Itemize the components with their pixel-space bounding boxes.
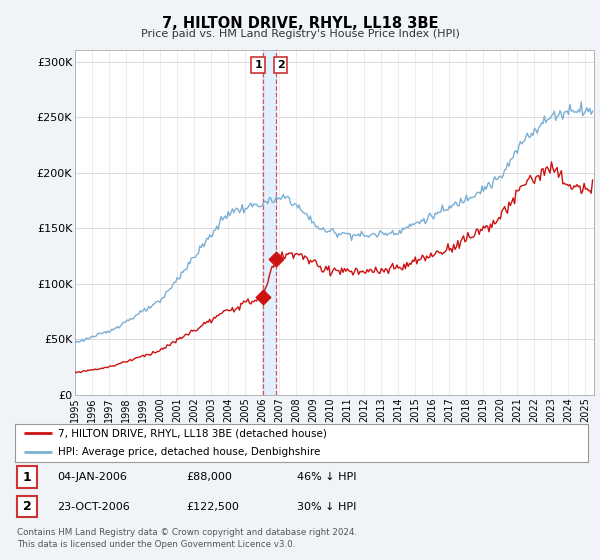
Point [271, 254, 281, 263]
Text: 2: 2 [277, 60, 284, 70]
Text: 7, HILTON DRIVE, RHYL, LL18 3BE (detached house): 7, HILTON DRIVE, RHYL, LL18 3BE (detache… [58, 428, 327, 438]
Point [258, 292, 268, 301]
Text: Price paid vs. HM Land Registry's House Price Index (HPI): Price paid vs. HM Land Registry's House … [140, 29, 460, 39]
Text: 23-OCT-2006: 23-OCT-2006 [57, 502, 130, 512]
Text: HPI: Average price, detached house, Denbighshire: HPI: Average price, detached house, Denb… [58, 447, 320, 458]
Text: 46% ↓ HPI: 46% ↓ HPI [297, 472, 356, 482]
Text: £122,500: £122,500 [186, 502, 239, 512]
Text: 2: 2 [23, 500, 31, 514]
Text: 1: 1 [254, 60, 262, 70]
Text: 7, HILTON DRIVE, RHYL, LL18 3BE: 7, HILTON DRIVE, RHYL, LL18 3BE [162, 16, 438, 31]
Text: 30% ↓ HPI: 30% ↓ HPI [297, 502, 356, 512]
Text: 1: 1 [23, 470, 31, 484]
Bar [263, 50, 276, 395]
Text: Contains HM Land Registry data © Crown copyright and database right 2024.
This d: Contains HM Land Registry data © Crown c… [17, 528, 357, 549]
Text: 04-JAN-2006: 04-JAN-2006 [57, 472, 127, 482]
Text: £88,000: £88,000 [186, 472, 232, 482]
